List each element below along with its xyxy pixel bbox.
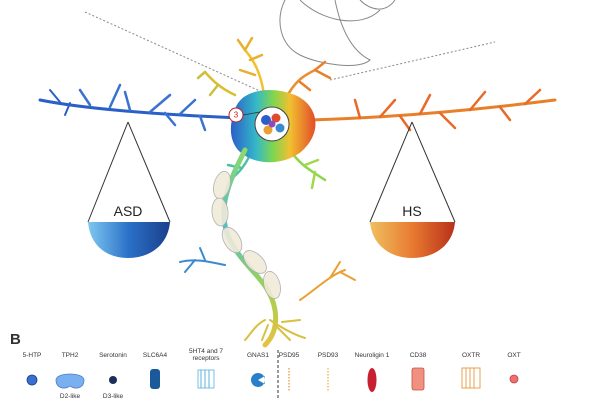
caption-d3-like: D3-like [102, 393, 124, 400]
legend-label-oxt: OXT [507, 352, 521, 359]
axon-terminals [179, 247, 356, 341]
legend-label-neuroligin: Neuroligin 1 [354, 352, 390, 359]
axon [211, 147, 281, 348]
legend-label-gnas1: GNAS1 [246, 352, 270, 359]
left-scale-pan [87, 121, 171, 258]
panel-b-letter: B [10, 331, 21, 348]
asd-pan-label: ASD [113, 203, 143, 219]
hs-pan-label: HS [402, 203, 422, 219]
cd38-rect-icon [411, 367, 425, 391]
left-dendrites [38, 83, 242, 132]
legend-label-tph2: TPH2 [61, 352, 79, 359]
legend-label-slc6a4: SLC6A4 [142, 352, 168, 359]
legend-label-psd93: PSD93 [317, 352, 339, 359]
legend-label-oxtr: OXTR [461, 352, 481, 359]
slc6a4-transporter-icon [150, 369, 160, 389]
serotonin-icon [109, 376, 117, 384]
legend-label-5-htp: 5-HTP [22, 352, 42, 359]
oxt-icon [509, 374, 519, 384]
badge-number: 3 [233, 110, 239, 120]
legend-label-cd38: CD38 [409, 352, 427, 359]
legend-label-serotonin: Serotonin [99, 352, 127, 359]
background-outline [84, 0, 496, 93]
oxtr-receptor-icon [461, 367, 481, 389]
legend-icons [26, 367, 519, 392]
right-dendrites [308, 88, 557, 132]
nucleus [254, 106, 290, 142]
caption-d2-like: D2-like [59, 393, 81, 400]
5-htp-icon [26, 374, 38, 386]
tph2-blob-icon [55, 373, 85, 389]
legend-label-5ht-receptors: 5HT4 and 7 receptors [189, 348, 223, 362]
right-scale-pan [369, 121, 456, 258]
gnas1-pacman-icon [251, 373, 265, 387]
legend-label-psd95: PSD95 [278, 352, 300, 359]
receptor-5ht-icon [197, 369, 215, 389]
neuroligin-ellipse-icon [367, 368, 377, 392]
numbered-badge [228, 107, 261, 123]
